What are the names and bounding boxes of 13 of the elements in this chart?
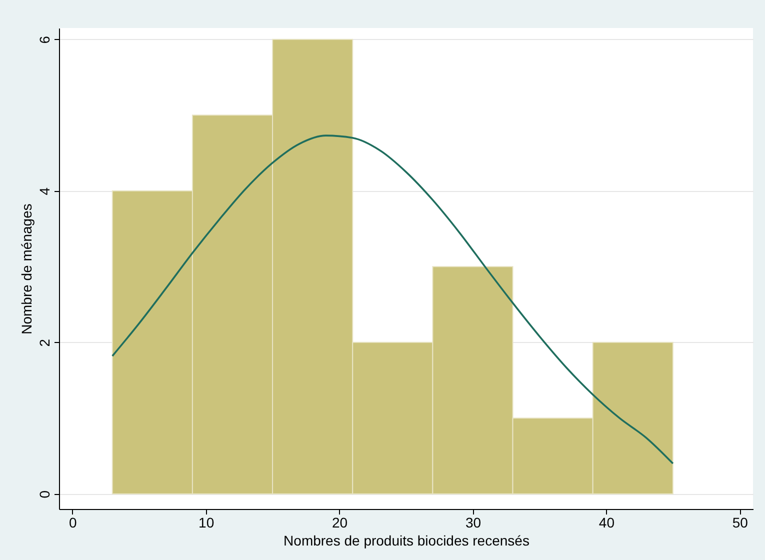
line-series [111,134,674,464]
x-axis-title: Nombres de produits biocides recensés [284,532,530,548]
x-tick-label: 50 [732,514,748,530]
x-tick-label: 20 [332,514,348,530]
y-tick-label: 0 [36,490,52,498]
x-tick-label: 10 [198,514,214,530]
x-tick-label: 40 [598,514,615,530]
x-tick-label: 0 [68,514,77,530]
y-axis-title: Nombre de ménages [18,204,34,334]
x-tick-label: 30 [465,514,482,530]
y-tick-label: 6 [36,36,52,44]
y-tick-label: 2 [36,338,52,347]
y-tick-label: 4 [36,187,52,196]
